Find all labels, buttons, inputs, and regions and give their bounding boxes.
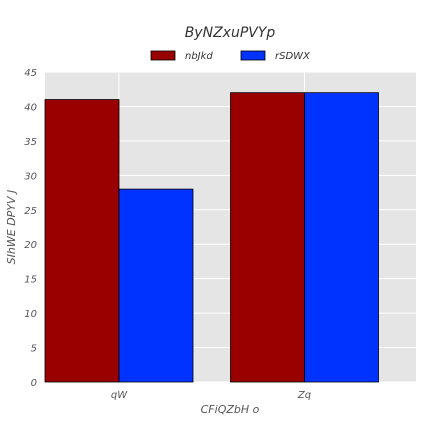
legend-label-nbJkd: nbJkd [185,51,213,62]
legend: nbJkd rSDWX [150,50,311,62]
bar-rSDWX-Zq [304,92,379,383]
bars [44,92,379,383]
legend-swatch-nbJkd [150,50,176,61]
y-axis-ticks: 0 5 10 15 20 25 30 35 40 45 [24,68,37,389]
bar-nbJkd-Zq [230,92,305,383]
legend-label-rSDWX: rSDWX [275,51,311,62]
y-tick-label: 25 [24,206,37,217]
x-tick-label: qW [111,390,128,401]
y-tick-label: 40 [24,102,37,113]
y-tick-label: 10 [24,309,37,320]
legend-swatch-rSDWX [240,50,266,61]
y-tick-label: 0 [31,378,37,389]
y-tick-label: 20 [24,240,37,251]
y-tick-label: 5 [31,344,37,355]
x-tick-label: Zq [297,390,311,401]
y-tick-label: 15 [24,275,37,286]
chart-title: ByNZxuPVYp [185,25,276,41]
y-tick-label: 35 [24,137,37,148]
y-tick-label: 45 [24,68,37,79]
x-axis-label: CFiQZbH o [201,403,260,416]
bar-rSDWX-qW [118,188,194,383]
x-axis-ticks: qW Zq [111,390,311,401]
y-axis-label: SIhWE DPYV J [5,190,18,265]
y-tick-label: 30 [24,171,37,182]
bar-nbJkd-qW [44,99,120,383]
